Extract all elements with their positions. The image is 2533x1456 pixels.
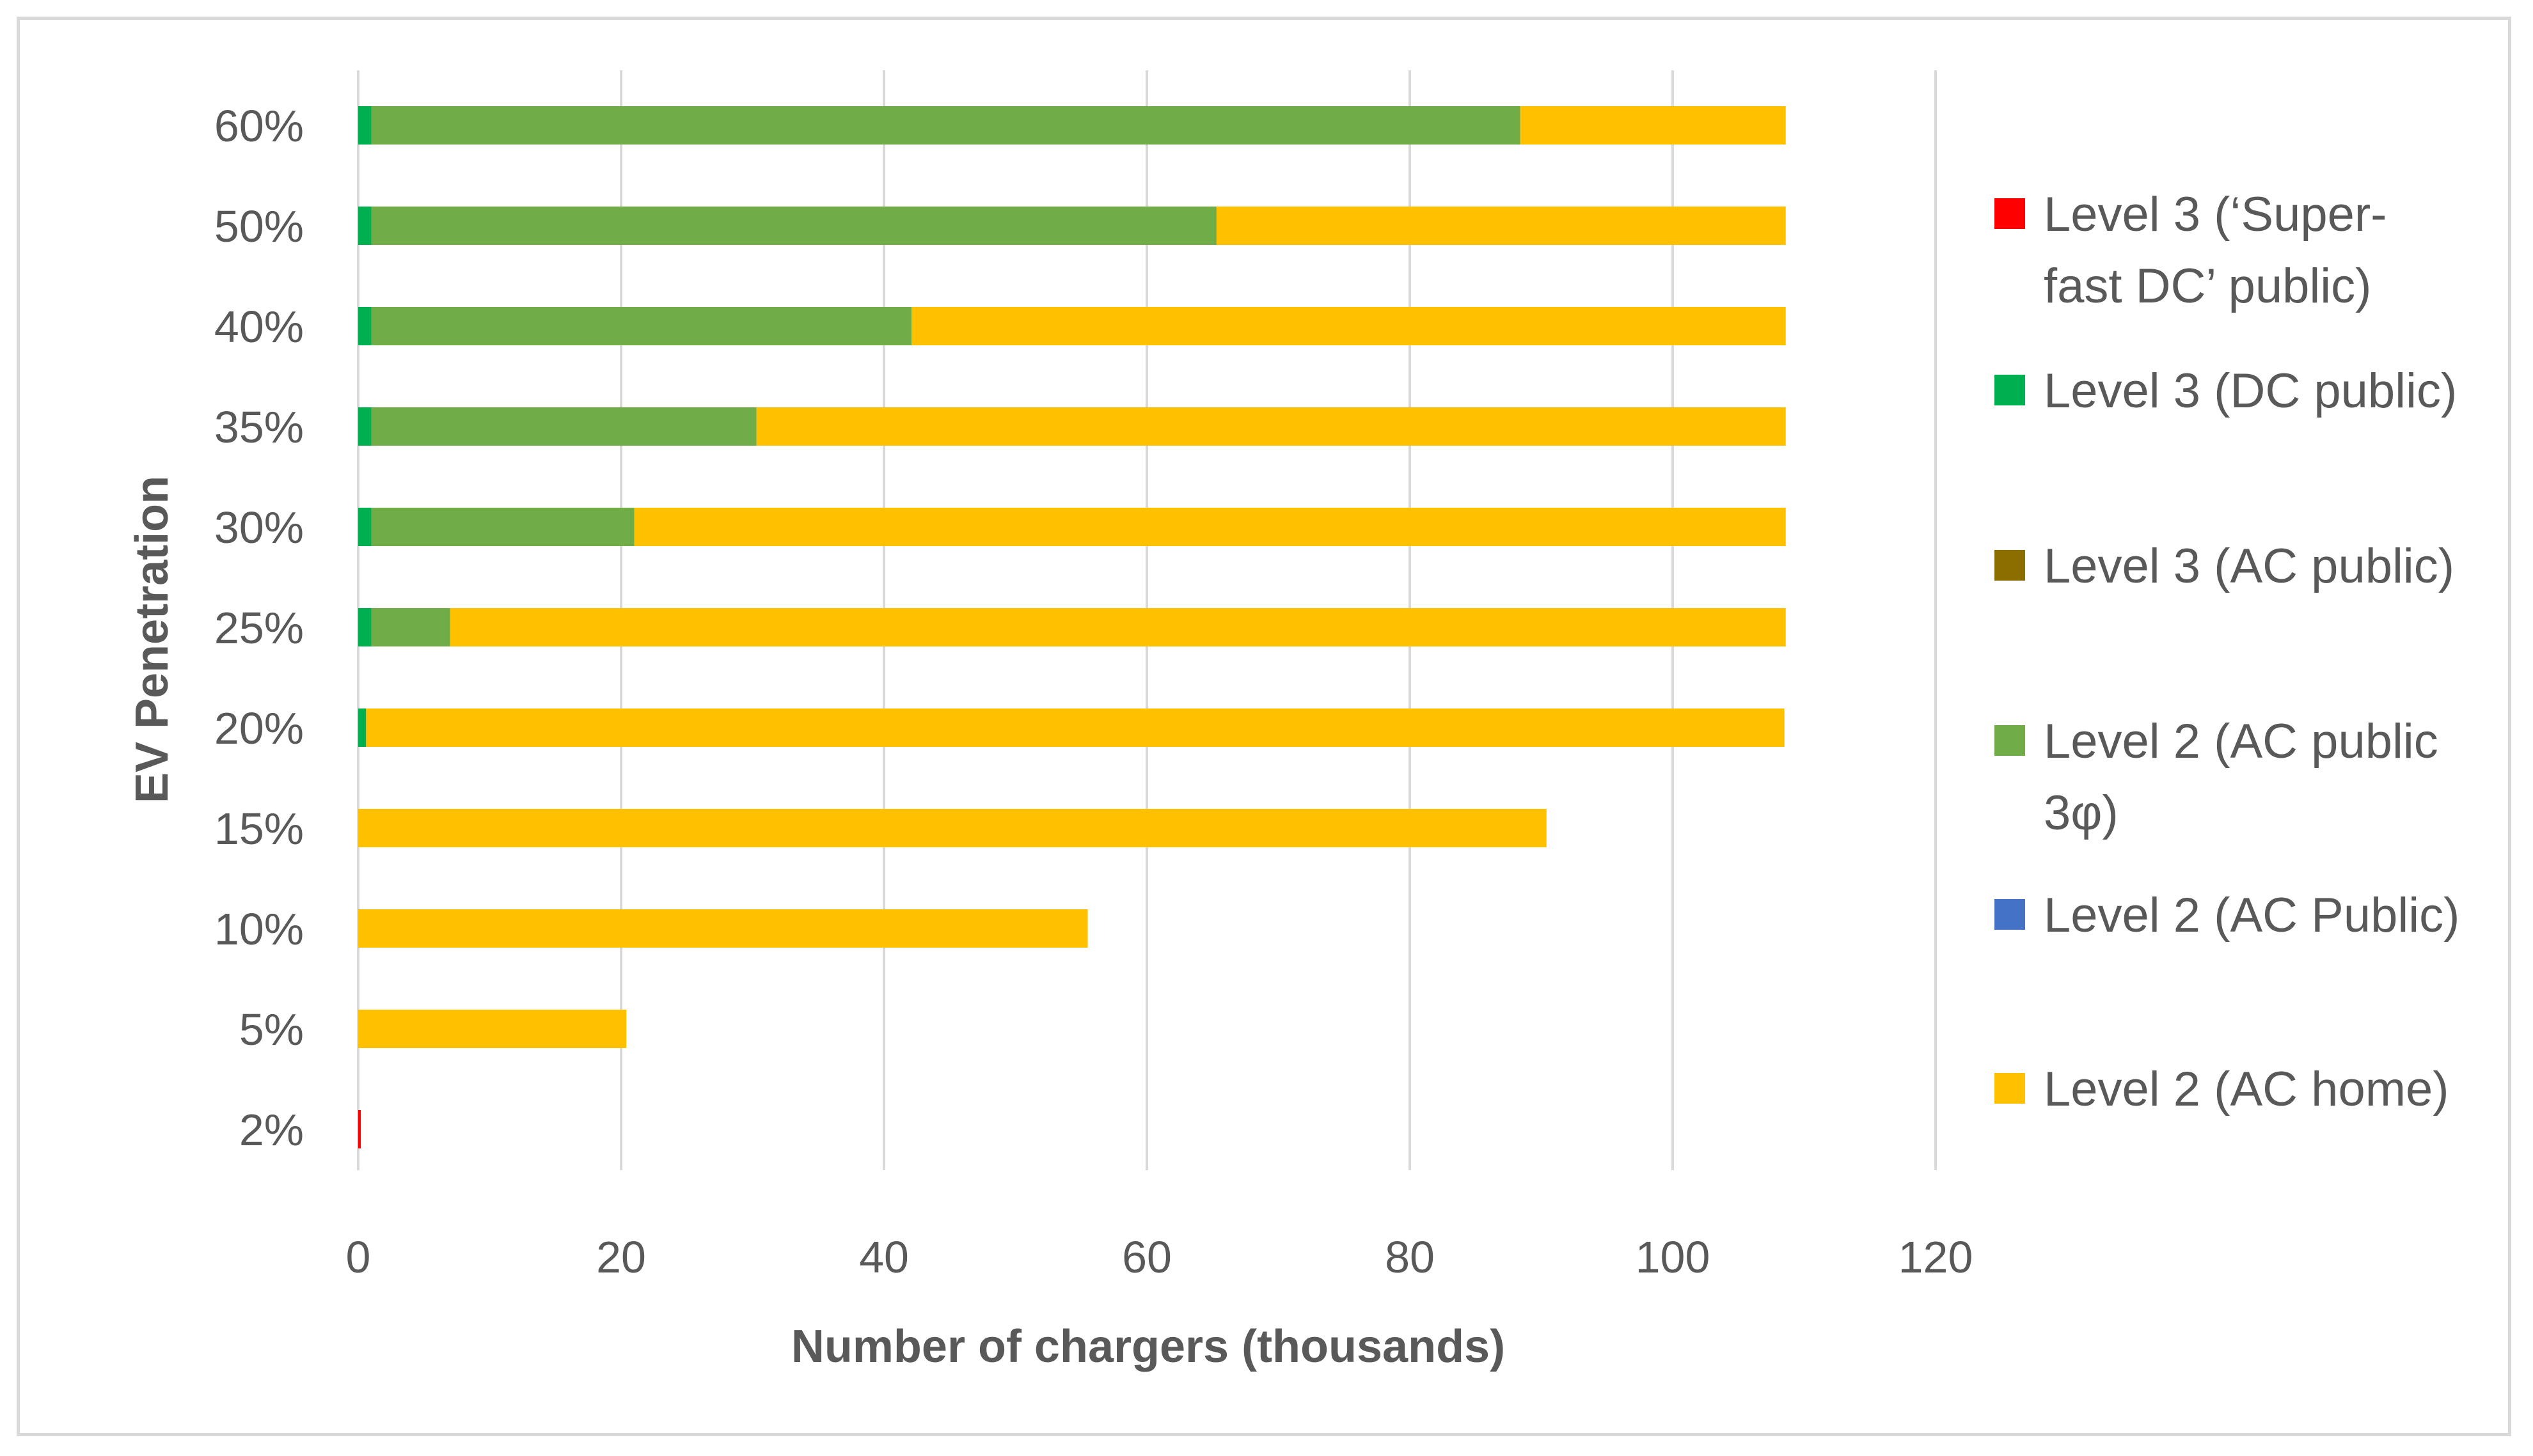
- bar-segment-30pct-series-5: [634, 508, 1786, 546]
- legend-swatch-4: [1994, 899, 2025, 930]
- legend-label: Level 2 (AC public: [2044, 714, 2438, 769]
- bar-segment-40pct-series-5: [911, 307, 1786, 345]
- bar-segment-25pct-series-1: [358, 608, 372, 646]
- bar-segment-30pct-series-3: [371, 508, 635, 546]
- bar-segment-35pct-series-5: [756, 407, 1786, 446]
- bar-segment-60pct-series-3: [371, 106, 1520, 145]
- legend-label: Level 2 (AC home): [2044, 1062, 2449, 1116]
- y-tick-label: 40%: [214, 302, 304, 352]
- bar-segment-50pct-series-3: [371, 207, 1217, 245]
- bar-segment-20pct-series-5: [366, 708, 1785, 747]
- bar-segment-40pct-series-1: [358, 307, 372, 345]
- bar-segment-35pct-series-1: [358, 407, 372, 446]
- bar-segment-50pct-series-5: [1216, 207, 1786, 245]
- y-tick-label: 5%: [239, 1005, 304, 1054]
- bar-segment-25pct-series-5: [450, 608, 1786, 646]
- bar-segment-5pct-series-5: [358, 1010, 627, 1048]
- legend-swatch-3: [1994, 725, 2025, 756]
- y-tick-label: 60%: [214, 101, 304, 151]
- y-tick-label: 20%: [214, 703, 304, 753]
- y-tick-label: 50%: [214, 201, 304, 251]
- y-tick-label: 2%: [239, 1105, 304, 1155]
- bar-segment-60pct-series-5: [1520, 106, 1786, 145]
- bar-segment-25pct-series-3: [371, 608, 450, 646]
- x-tick-label: 40: [859, 1232, 909, 1282]
- bar-segment-50pct-series-1: [358, 207, 372, 245]
- bar-segment-60pct-series-1: [358, 106, 372, 145]
- bar-segment-10pct-series-5: [358, 909, 1088, 948]
- y-tick-label: 25%: [214, 603, 304, 653]
- bar-segment-20pct-series-1: [358, 708, 367, 747]
- x-tick-label: 20: [596, 1232, 646, 1282]
- bar-segment-30pct-series-1: [358, 508, 372, 546]
- x-tick-label: 0: [346, 1232, 371, 1282]
- y-tick-label: 30%: [214, 503, 304, 552]
- y-tick-label: 35%: [214, 402, 304, 452]
- y-axis-title: EV Penetration: [127, 476, 178, 803]
- x-tick-label: 100: [1636, 1232, 1710, 1282]
- legend-label: Level 3 (AC public): [2044, 539, 2454, 593]
- x-tick-label: 120: [1898, 1232, 1973, 1282]
- bars: [358, 106, 1786, 1148]
- x-tick-label: 80: [1385, 1232, 1435, 1282]
- bar-segment-40pct-series-3: [371, 307, 912, 345]
- legend-swatch-1: [1994, 375, 2025, 405]
- legend-swatch-0: [1994, 198, 2025, 229]
- legend-label: Level 3 (‘Super-: [2044, 187, 2387, 242]
- x-axis-title: Number of chargers (thousands): [791, 1321, 1505, 1372]
- bar-segment-35pct-series-3: [371, 407, 757, 446]
- x-tick-label: 60: [1122, 1232, 1172, 1282]
- legend-swatch-2: [1994, 550, 2025, 581]
- legend-swatch-5: [1994, 1073, 2025, 1104]
- y-tick-label: 15%: [214, 804, 304, 854]
- legend-label: Level 2 (AC Public): [2044, 888, 2460, 943]
- legend-label: 3φ): [2044, 786, 2119, 840]
- tick-labels: 0 20 40 60 80 100 120 2% 5% 10% 15% 20% 25% 30% 35% 40%…: [214, 101, 1973, 1282]
- legend-label: fast DC’ public): [2044, 259, 2371, 313]
- legend-label: Level 3 (DC public): [2044, 364, 2457, 418]
- y-tick-label: 10%: [214, 904, 304, 954]
- bar-segment-2pct-series-0: [358, 1110, 361, 1148]
- bar-segment-15pct-series-5: [358, 809, 1547, 847]
- legend: Level 3 (‘Super-fast DC’ public) Level 3 …: [1994, 187, 2460, 1116]
